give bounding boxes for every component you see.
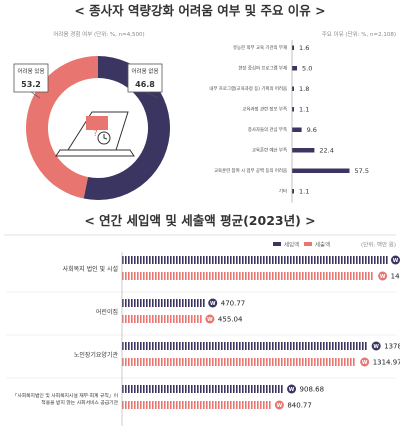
reason-label-2: 내부 프로그램(교육과정 등) 기획의 어려움 xyxy=(209,85,287,92)
reason-value-1: 5.0 xyxy=(302,65,312,73)
reason-bar-6 xyxy=(292,168,350,173)
legend-income-label: 세입액 xyxy=(284,241,299,249)
legend: 세입액 세출액 (단위: 백만 원) xyxy=(273,241,396,249)
reasons-note: 주요 이유 (단위: %, n=2,108) xyxy=(322,30,396,38)
reason-label-0: 유능한 외부 교육 기관의 부재 xyxy=(233,44,287,51)
donut-value-label-1: 46.8 xyxy=(135,80,155,89)
finance-bar-3-0 xyxy=(122,385,283,393)
finance-value-2-1: 1314.97 xyxy=(373,359,400,367)
legend-expense-swatch xyxy=(304,242,312,246)
reason-bar-0 xyxy=(292,45,294,50)
finance-bar-chart: 사회복지 법인 및 시설W1486.02W1414.53어린이집W470.77W… xyxy=(6,252,400,426)
finance-value-1-0: 470.77 xyxy=(221,300,246,308)
reason-bar-3 xyxy=(292,107,294,112)
reason-value-4: 9.6 xyxy=(307,126,317,134)
reason-value-3: 1.1 xyxy=(299,106,309,114)
finance-bar-2-0 xyxy=(122,342,367,350)
won-badge-icon xyxy=(208,298,218,308)
finance-value-3-1: 840.77 xyxy=(287,402,312,410)
reason-bar-5 xyxy=(292,148,315,153)
reason-bar-1 xyxy=(292,66,297,71)
won-badge-text: W xyxy=(277,403,283,409)
reason-value-5: 22.4 xyxy=(319,147,333,155)
reason-value-6: 57.5 xyxy=(355,167,369,175)
reason-value-2: 1.8 xyxy=(299,85,309,93)
legend-income-swatch xyxy=(273,242,281,246)
won-badge-icon xyxy=(287,384,297,394)
callout-leader-0 xyxy=(30,91,41,99)
finance-bar-0-1 xyxy=(122,272,373,280)
reason-label-5: 교육훈련 예산 부족 xyxy=(252,147,287,154)
won-badge-text: W xyxy=(289,387,295,393)
donut-value-label-0: 53.2 xyxy=(21,80,41,89)
won-badge-text: W xyxy=(380,274,386,280)
finance-bar-1-1 xyxy=(122,315,202,323)
top-title: < 종사자 역량강화 어려움 여부 및 주요 이유 > xyxy=(74,3,325,18)
won-badge-text: W xyxy=(373,344,379,350)
reason-label-1: 현장 중심의 프로그램 부재 xyxy=(238,65,287,72)
reasons-bar-chart: 유능한 외부 교육 기관의 부재 1.6 현장 중심의 프로그램 부재 5.0 내부 프… xyxy=(209,40,369,203)
donut-category-label-1: 어려움 없음 xyxy=(131,67,158,75)
reason-bar-4 xyxy=(292,127,302,132)
finance-label-2: 노인장기요양기관 xyxy=(74,351,119,359)
callout-leader-1 xyxy=(144,91,159,99)
unit-note: (단위: 백만 원) xyxy=(361,241,396,249)
finance-value-1-1: 455.04 xyxy=(218,316,243,324)
bottom-title: < 연간 세입액 및 세출액 평균(2023년) > xyxy=(84,213,315,228)
finance-bar-0-0 xyxy=(122,256,388,264)
won-badge-text: W xyxy=(362,360,368,366)
finance-label-0: 사회복지 법인 및 시설 xyxy=(63,265,118,273)
reason-label-7: 기타 xyxy=(279,188,287,195)
won-badge-icon xyxy=(274,400,284,410)
won-badge-icon xyxy=(205,314,215,324)
won-badge-text: W xyxy=(393,258,399,264)
donut-chart: ? 어려움 있음 53.2 어려움 없음 46.8 xyxy=(13,56,171,201)
finance-bar-2-1 xyxy=(122,358,355,366)
finance-value-2-0: 1378.63 xyxy=(384,343,400,351)
finance-value-0-1: 1414.53 xyxy=(391,273,400,281)
won-badge-icon xyxy=(371,341,381,351)
callout-box-0 xyxy=(13,63,49,93)
reason-bar-7 xyxy=(292,189,294,194)
reason-value-0: 1.6 xyxy=(299,44,309,52)
finance-value-3-0: 908.68 xyxy=(300,386,325,394)
reason-bar-2 xyxy=(292,86,294,91)
svg-text:?: ? xyxy=(93,129,98,139)
donut-note: 어려움 경험 여부 (단위: %, n=4,500) xyxy=(53,30,144,38)
laptop-illustration-icon: ? xyxy=(55,111,135,157)
reason-value-7: 1.1 xyxy=(299,188,309,196)
finance-bar-1-0 xyxy=(122,299,205,307)
won-badge-icon xyxy=(390,255,400,265)
finance-label-3: 「사회복지법인 및 사회복지시설 재무·회계 규칙」이 적용을 받지 않는 사회서… xyxy=(13,392,119,406)
legend-expense-label: 세출액 xyxy=(315,241,330,249)
reason-label-3: 교육과정 관련 정보 부족 xyxy=(242,106,287,113)
won-badge-icon xyxy=(360,357,370,367)
reason-label-4: 종사자들의 관심 부족 xyxy=(248,126,287,133)
donut-category-label-0: 어려움 있음 xyxy=(17,67,44,75)
reason-label-6: 교육훈련 참여 시 업무 공백 등의 어려움 xyxy=(214,167,287,174)
won-badge-icon xyxy=(378,271,388,281)
won-badge-text: W xyxy=(210,301,216,307)
finance-label-1: 어린이집 xyxy=(96,308,118,316)
finance-bar-3-1 xyxy=(122,401,271,409)
won-badge-text: W xyxy=(207,317,213,323)
